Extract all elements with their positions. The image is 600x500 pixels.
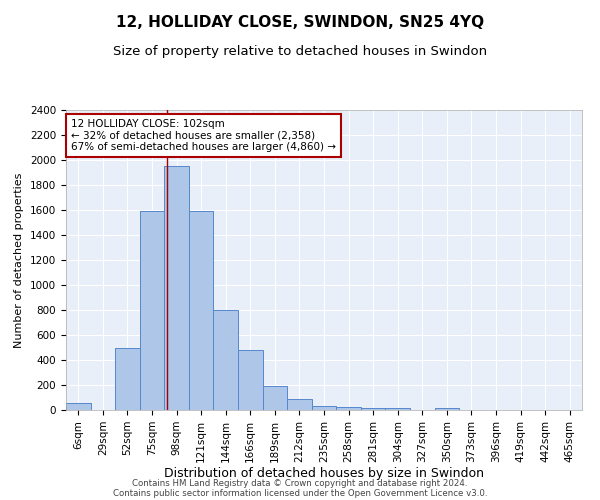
Text: Size of property relative to detached houses in Swindon: Size of property relative to detached ho… bbox=[113, 45, 487, 58]
Bar bbox=[189, 211, 214, 410]
Bar bbox=[312, 406, 336, 410]
Bar bbox=[164, 166, 189, 410]
Bar bbox=[434, 408, 459, 410]
Bar bbox=[263, 386, 287, 410]
Y-axis label: Number of detached properties: Number of detached properties bbox=[14, 172, 25, 348]
Bar bbox=[361, 408, 385, 410]
Bar bbox=[214, 310, 238, 410]
Bar bbox=[238, 350, 263, 410]
Text: 12 HOLLIDAY CLOSE: 102sqm
← 32% of detached houses are smaller (2,358)
67% of se: 12 HOLLIDAY CLOSE: 102sqm ← 32% of detac… bbox=[71, 119, 336, 152]
Text: Contains HM Land Registry data © Crown copyright and database right 2024.: Contains HM Land Registry data © Crown c… bbox=[132, 478, 468, 488]
Bar bbox=[336, 407, 361, 410]
Bar bbox=[66, 402, 91, 410]
Text: Contains public sector information licensed under the Open Government Licence v3: Contains public sector information licen… bbox=[113, 488, 487, 498]
Text: 12, HOLLIDAY CLOSE, SWINDON, SN25 4YQ: 12, HOLLIDAY CLOSE, SWINDON, SN25 4YQ bbox=[116, 15, 484, 30]
Bar bbox=[385, 408, 410, 410]
Bar bbox=[140, 211, 164, 410]
Bar bbox=[115, 348, 140, 410]
Bar bbox=[287, 399, 312, 410]
X-axis label: Distribution of detached houses by size in Swindon: Distribution of detached houses by size … bbox=[164, 468, 484, 480]
